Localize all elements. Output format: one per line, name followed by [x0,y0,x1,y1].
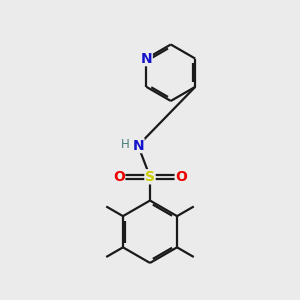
Text: O: O [113,170,125,184]
Text: O: O [175,170,187,184]
Text: N: N [132,139,144,152]
Text: N: N [140,52,152,66]
Text: S: S [145,170,155,184]
Text: H: H [121,138,130,151]
